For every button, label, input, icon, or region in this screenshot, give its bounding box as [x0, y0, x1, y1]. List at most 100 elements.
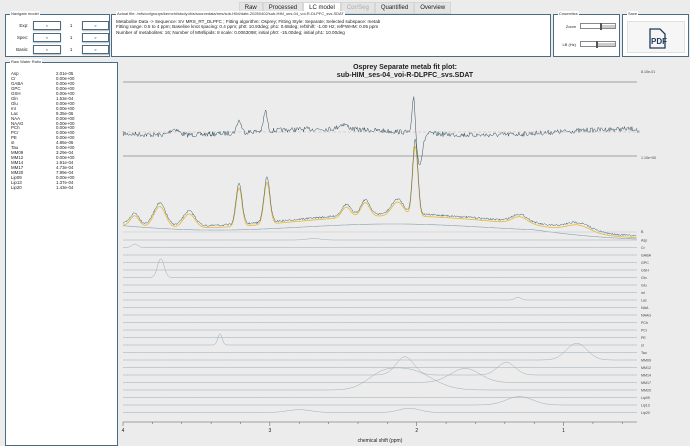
prev-button[interactable]: < [33, 21, 61, 30]
lb-slider-row: LB (Hz) [562, 41, 616, 48]
plot-subtitle: sub-HIM_ses-04_voi-R-DLPFC_svs.SDAT [337, 72, 474, 79]
component-line-lac [123, 296, 637, 301]
tab-quantified[interactable]: Quantified [374, 2, 415, 14]
ratio-value: 0.00e+00 [56, 100, 75, 106]
component-line-mm09 [123, 342, 637, 361]
navigate-model-title: Navigate model [10, 11, 40, 16]
ratio-value: 1.53e-04 [56, 95, 74, 101]
tab-overview[interactable]: Overview [414, 2, 452, 14]
component-label: Lip13 [641, 403, 650, 407]
component-label: Glu [641, 283, 647, 287]
ratio-row: PE 0.00e+00 [11, 135, 74, 141]
component-label: GPC [641, 261, 649, 265]
metabolite-name: PCr [11, 130, 19, 136]
ratio-value: 1.37e-04 [56, 179, 74, 185]
save-title: Save [627, 11, 639, 16]
ratio-value: 0.00e+00 [56, 120, 75, 126]
tab-bar: Raw Processed LC model Cor/Seg Quantified Ove… [0, 2, 690, 14]
component-label: MM14 [641, 373, 651, 377]
raw-water-ratio-panel: Raw Water Ratio Asp 2.01e-05 Cr 0.00e+00 GAB… [5, 59, 118, 446]
ratio-value: 4.86e-06 [56, 140, 74, 146]
tab-cor-seg: Cor/Seg [340, 2, 375, 14]
ratio-value: 0.00e+00 [56, 90, 75, 96]
ratio-row: sI 4.86e-06 [11, 140, 74, 146]
nav-index: 1 [69, 47, 73, 52]
metabolite-name: MM17 [11, 165, 24, 171]
next-button[interactable]: > [81, 21, 109, 30]
prev-button[interactable]: < [33, 33, 61, 42]
residual-line [122, 96, 638, 165]
metabolite-name: Glu [11, 100, 18, 106]
file-path: Actual file: /mfs/cofgroups/kernchl/stud… [116, 11, 345, 16]
next-button[interactable]: > [81, 33, 109, 42]
ratio-row: MM09 3.29e-04 [11, 150, 74, 156]
metabolite-name: NAA [11, 115, 21, 121]
fit-line [122, 146, 637, 239]
ratio-value: 1.43e-04 [56, 184, 74, 190]
zoom-label: Zoom [565, 23, 576, 29]
residual-label: R [637, 130, 640, 134]
ratio-value: 4.73e-04 [56, 165, 74, 171]
ratio-value: 0.00e+00 [56, 130, 75, 136]
x-tick-label: 4 [122, 428, 125, 434]
metabolite-name: PE [11, 135, 17, 141]
metabolite-name: GPC [11, 85, 21, 91]
metabolite-name: Lip09 [11, 175, 22, 181]
ratio-value: 2.01e-05 [56, 71, 74, 76]
metabolite-name: mI [11, 105, 16, 111]
ratio-row: NAA 0.00e+00 [11, 115, 74, 122]
component-label: Lip20 [641, 411, 650, 415]
component-label: mI [641, 291, 645, 295]
prev-button[interactable]: < [33, 45, 61, 54]
metabolite-name: GABA [11, 80, 24, 86]
x-tick-label: 1 [562, 428, 565, 434]
ratio-row: Gln 1.53e-04 [11, 95, 74, 102]
baseline-label: B [641, 230, 644, 234]
component-line-mm17 [123, 368, 637, 383]
component-label: PCh [641, 321, 648, 325]
ratio-value: 3.29e-04 [56, 150, 74, 156]
ratio-row: Lip13 1.37e-04 [11, 179, 74, 186]
component-label: PCr [641, 328, 648, 332]
component-label: PE [641, 336, 646, 340]
next-button[interactable]: > [81, 45, 109, 54]
ratio-row: Lip09 0.00e+00 [11, 175, 74, 181]
lb-slider[interactable] [580, 41, 616, 48]
data-line [122, 138, 637, 237]
nav-label: Spec: [16, 35, 29, 40]
metabolite-name: Lac [11, 110, 19, 116]
ratio-value: 1.91e-04 [56, 160, 74, 166]
ratio-row: mI 0.00e+00 [11, 105, 75, 112]
nav-row: Spec: <1 > [9, 33, 109, 42]
save-pdf-button[interactable]: PDF [627, 21, 685, 53]
ratio-value: 0.00e+00 [56, 105, 75, 111]
component-line-mm20 [123, 367, 637, 391]
ratio-row: Lip20 1.43e-04 [11, 184, 74, 191]
component-line-gln [123, 258, 637, 278]
ratio-value: 0.00e+00 [56, 145, 75, 151]
raw-water-ratio-title: Raw Water Ratio [10, 59, 43, 64]
component-line-lip20 [123, 408, 637, 413]
component-label: Lac [641, 298, 647, 302]
component-label: MM12 [641, 366, 651, 370]
nav-row: Basis: <1 > [9, 45, 109, 54]
metabolite-name: MM09 [11, 150, 24, 156]
nav-index: 1 [69, 35, 73, 40]
zoom-slider[interactable] [580, 23, 616, 30]
component-label: MM20 [641, 388, 651, 392]
ratio-row: GABA 0.00e+00 [11, 80, 75, 87]
component-line-mm14 [123, 356, 637, 376]
ratio-row: GPC 0.00e+00 [11, 85, 74, 92]
ratio-value: 0.00e+00 [56, 80, 75, 86]
component-line-asp [123, 238, 637, 241]
ratio-row: PCr 0.00e+00 [11, 130, 75, 136]
component-line-lip13 [123, 396, 637, 406]
component-label: Tau [641, 351, 647, 355]
lb-label: LB (Hz) [562, 41, 576, 47]
metabolite-name: Gln [11, 95, 18, 101]
fit-max-label: 1.10e+00 [641, 156, 656, 160]
ratio-row: NAAG 0.00e+00 [11, 120, 75, 127]
pdf-label: PDF [651, 37, 667, 46]
ratio-value: 0.00e+00 [56, 155, 75, 161]
nav-index: 1 [69, 23, 73, 28]
